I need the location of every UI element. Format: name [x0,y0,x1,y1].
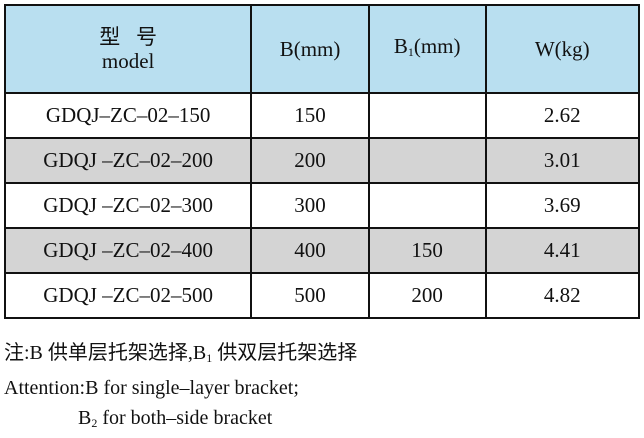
note-text: 注:B 供单层托架选择,B [4,342,207,364]
cell-text: GDQJ –ZC–02–200 [43,148,213,172]
table-cell: 3.69 [484,182,641,229]
table-cell: 150 [367,227,487,274]
table-cell: 150 [250,92,370,139]
table-cell: 2.62 [484,92,641,139]
header-text: B [393,34,408,58]
note-line: B2 for both–side bracket [4,403,357,438]
header-cell: W(kg) [484,4,641,94]
table-row: GDQJ–ZC–02–150 150 2.62 [3,92,641,139]
cell-text: 400 [294,238,326,262]
cell-text: GDQJ –ZC–02–300 [43,193,213,217]
table-cell: GDQJ –ZC–02–400 [3,227,253,274]
table-cell: GDQJ –ZC–02–200 [3,137,253,184]
header-text: (mm) [413,34,461,58]
cell-text: GDQJ –ZC–02–400 [43,238,213,262]
cell-text: 3.01 [543,148,581,172]
header-row: 型 号 model B(mm) B1(mm) W(kg) [3,4,641,94]
note-text: 2 [91,416,98,430]
cell-text: 500 [294,283,326,307]
table-cell: GDQJ –ZC–02–300 [3,182,253,229]
table-cell: 3.01 [484,137,641,184]
cell-text: GDQJ –ZC–02–500 [43,283,213,307]
table-cell: 4.82 [484,272,641,319]
cell-text: GDQJ–ZC–02–150 [45,103,211,127]
note-text: for both–side bracket [97,407,273,429]
header-text: model [101,49,155,73]
table-cell: GDQJ –ZC–02–500 [3,272,253,319]
note-line: Attention:B for single–layer bracket; [4,373,357,403]
table-cell [367,137,487,184]
cell-text: 4.41 [543,238,581,262]
note-text: 1 [206,351,213,365]
cell-text: 200 [411,283,443,307]
table-cell [367,182,487,229]
note-text: B [78,407,92,429]
cell-text: 3.69 [543,193,581,217]
cell-text: 150 [294,103,326,127]
note-text: 供双层托架选择 [212,342,358,364]
table-row: GDQJ –ZC–02–300 300 3.69 [3,182,641,229]
spec-table: 型 号 model B(mm) B1(mm) W(kg) GDQJ–ZC–02–150 15… [3,4,641,319]
page: 型 号 model B(mm) B1(mm) W(kg) GDQJ–ZC–02–150 15… [3,4,641,430]
notes: 注:B 供单层托架选择,B1 供双层托架选择 Attention:B for si… [4,338,357,438]
header-cell: 型 号 model [3,4,253,94]
cell-text: 300 [294,193,326,217]
note-text: Attention:B for single–layer bracket; [4,377,299,399]
table-cell [367,92,487,139]
header-cell: B1(mm) [367,4,487,94]
header-text: 型 号 [99,25,157,49]
table-row: GDQJ –ZC–02–200 200 3.01 [3,137,641,184]
table-row: GDQJ –ZC–02–400 400 150 4.41 [3,227,641,274]
table-cell: 200 [367,272,487,319]
header-text: 1 [407,45,414,59]
table-cell: 200 [250,137,370,184]
cell-text: 2.62 [543,103,581,127]
table-cell: 500 [250,272,370,319]
note-line: 注:B 供单层托架选择,B1 供双层托架选择 [4,338,357,373]
header-text: B(mm) [279,37,341,61]
table-cell: 400 [250,227,370,274]
table-cell: 300 [250,182,370,229]
header-text: W(kg) [534,37,590,61]
cell-text: 4.82 [543,283,581,307]
table-cell: 4.41 [484,227,641,274]
cell-text: 150 [411,238,443,262]
table-row: GDQJ –ZC–02–500 500 200 4.82 [3,272,641,319]
header-cell: B(mm) [250,4,370,94]
cell-text: 200 [294,148,326,172]
table-cell: GDQJ–ZC–02–150 [3,92,253,139]
